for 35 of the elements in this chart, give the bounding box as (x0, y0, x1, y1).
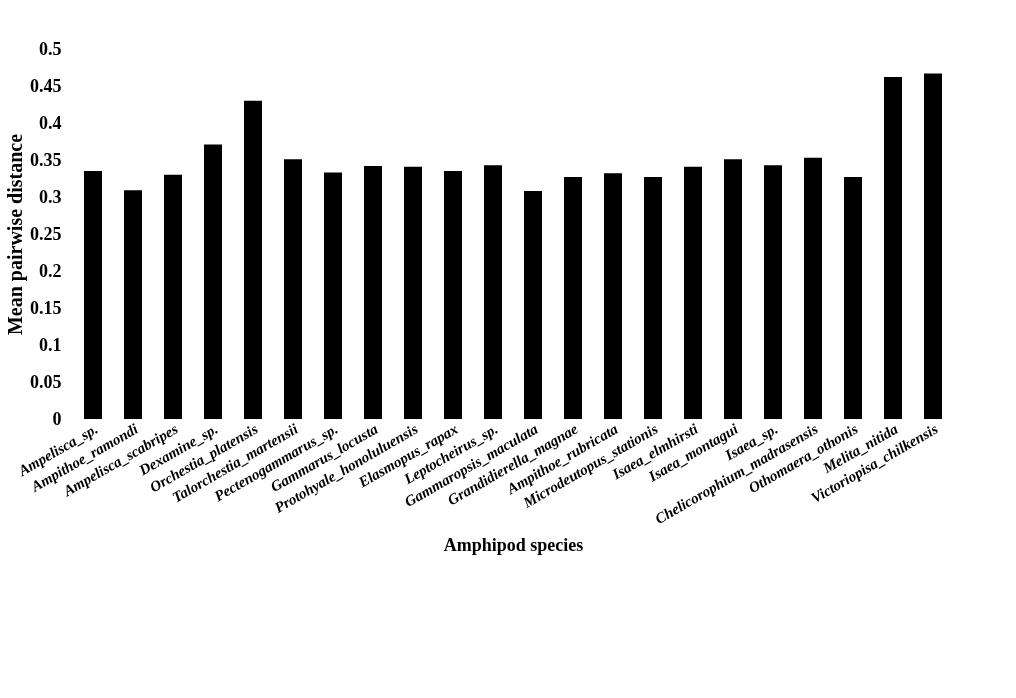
bar (404, 166, 422, 419)
y-tick-label: 0.35 (30, 149, 62, 170)
bar (284, 159, 302, 419)
bar (644, 177, 662, 419)
bar (724, 159, 742, 419)
y-tick-label: 0.25 (30, 223, 62, 244)
bar (924, 73, 942, 419)
bar (604, 173, 622, 419)
y-tick-label: 0 (52, 408, 62, 429)
bar (804, 157, 822, 419)
bar (524, 191, 542, 419)
y-tick-label: 0.4 (39, 112, 62, 133)
bar (564, 177, 582, 419)
bar (484, 165, 502, 419)
y-axis-title: Mean pairwise distance (4, 133, 27, 336)
y-tick-label: 0.5 (39, 38, 62, 59)
bar (84, 171, 102, 419)
bar (164, 174, 182, 419)
bar (764, 165, 782, 419)
x-axis-title: Amphipod species (443, 535, 584, 556)
y-tick-label: 0.15 (30, 297, 62, 318)
y-tick-label: 0.1 (39, 334, 62, 355)
bar (844, 177, 862, 419)
bar (204, 144, 222, 419)
y-tick-label: 0.05 (30, 371, 62, 392)
y-tick-label: 0.3 (39, 186, 62, 207)
bar (124, 190, 142, 419)
y-tick-label: 0.45 (30, 75, 62, 96)
bar (444, 171, 462, 419)
bar (684, 166, 702, 419)
y-tick-label: 0.2 (39, 260, 62, 281)
bar (364, 165, 382, 419)
bar (884, 77, 902, 419)
bar (244, 100, 262, 419)
bar (324, 172, 342, 419)
